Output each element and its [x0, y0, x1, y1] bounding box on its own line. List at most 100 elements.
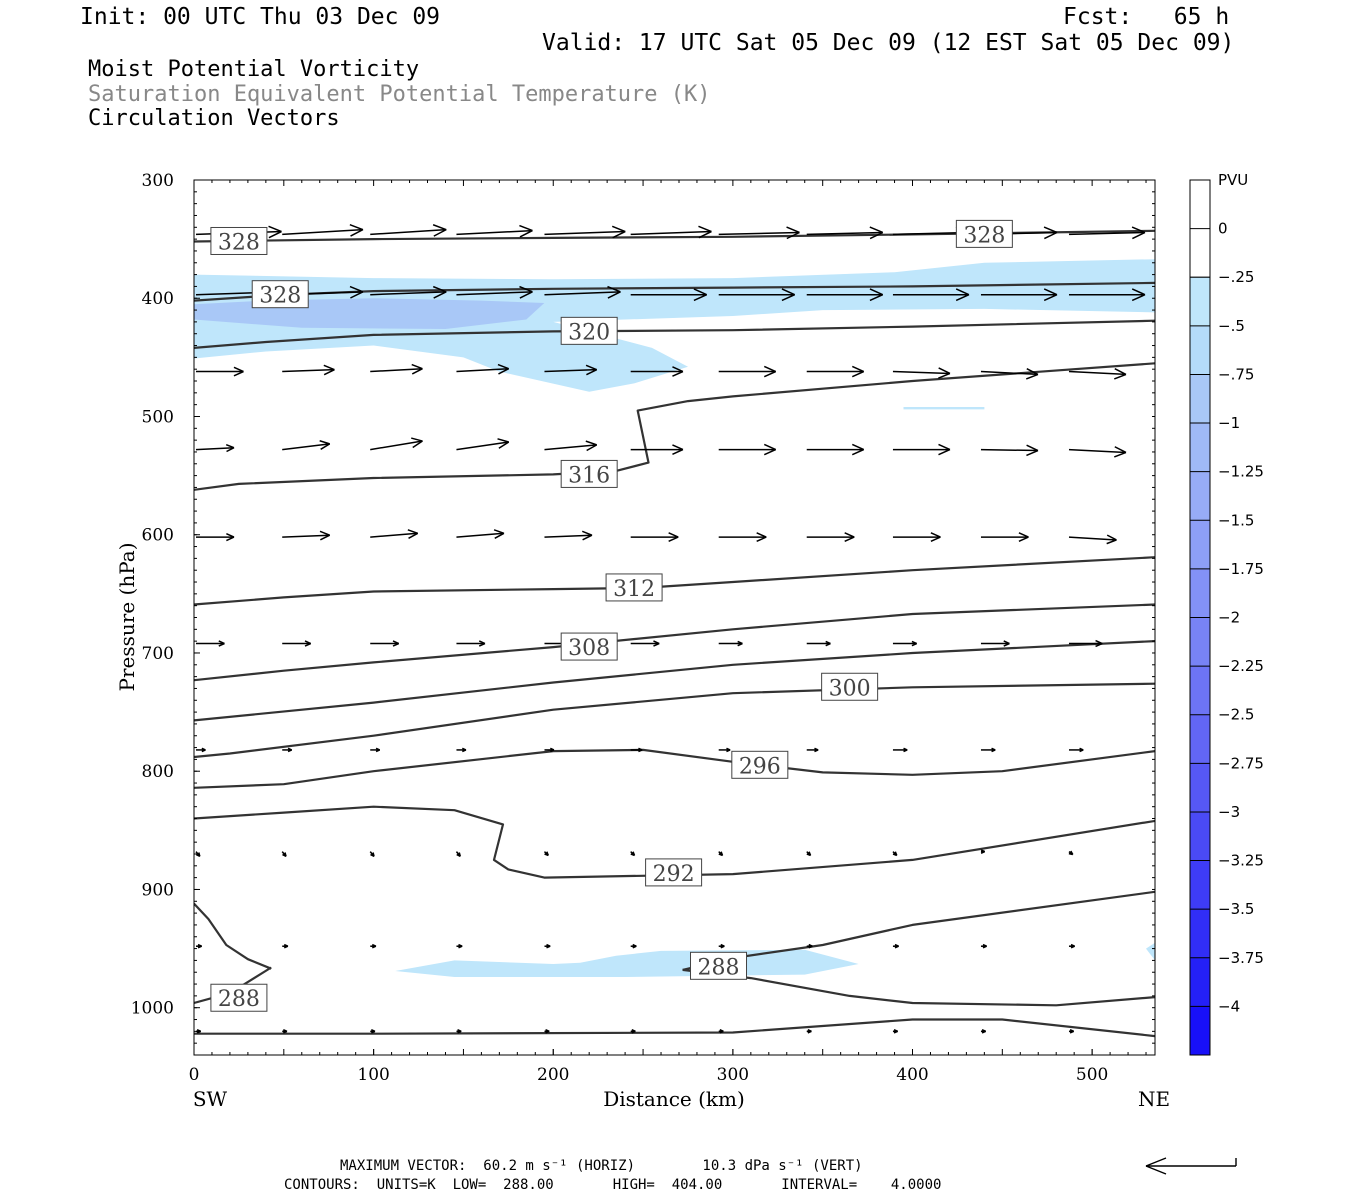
colorbar-cell	[1190, 568, 1210, 618]
vector-arrow	[630, 640, 660, 647]
y-tick-label: 300	[142, 171, 174, 191]
vector-arrow	[196, 640, 225, 647]
colorbar-unit: PVU	[1218, 171, 1248, 189]
vector-arrow	[1068, 368, 1127, 380]
vector-arrow	[1068, 943, 1075, 949]
vector-arrow	[456, 640, 486, 647]
x-tick-label: 300	[717, 1065, 749, 1085]
contour-288	[194, 902, 272, 970]
vector-arrow	[630, 288, 708, 302]
contour-328	[194, 229, 1155, 243]
vector-arrow	[543, 851, 549, 857]
vector-arrow	[718, 226, 800, 240]
contour-label-328: 328	[955, 219, 1013, 248]
contour-284	[194, 1018, 1155, 1038]
vector-arrow	[370, 640, 400, 647]
vector-arrow	[282, 530, 331, 541]
vector-arrow	[892, 747, 908, 753]
vector-arrow	[282, 747, 293, 753]
svg-text:312: 312	[613, 577, 655, 602]
vector-arrow	[456, 943, 463, 949]
svg-text:288: 288	[218, 987, 260, 1012]
svg-text:316: 316	[568, 463, 610, 488]
vector-arrow	[718, 532, 767, 543]
colorbar-cell	[1190, 1006, 1210, 1055]
colorbar-label: −3.5	[1218, 900, 1254, 918]
vector-arrow	[370, 529, 419, 539]
colorbar-label: −1.5	[1218, 511, 1254, 529]
vector-arrow	[630, 943, 637, 949]
vector-arrow	[718, 365, 777, 378]
svg-text:328: 328	[259, 284, 301, 309]
svg-text:288: 288	[698, 955, 740, 980]
vector-arrow	[806, 943, 813, 949]
colorbar-frame	[1189, 179, 1211, 1056]
contour-316	[194, 362, 1155, 491]
contour-308	[194, 603, 1155, 682]
vector-arrow	[892, 443, 951, 456]
vector-arrow	[455, 851, 461, 858]
sw-label: SW	[193, 1087, 228, 1111]
svg-text:292: 292	[653, 862, 695, 887]
field-theta-es: Saturation Equivalent Potential Temperat…	[88, 82, 711, 107]
vector-arrow	[369, 851, 375, 858]
vector-arrow	[1068, 446, 1127, 458]
vector-arrow	[456, 1029, 462, 1034]
contour-296	[194, 748, 1155, 789]
vector-arrow	[544, 530, 593, 541]
colorbar-label: −1.75	[1218, 560, 1264, 578]
vector-arrow	[370, 437, 423, 451]
y-tick-label: 700	[142, 644, 174, 664]
colorbar-cell	[1190, 860, 1210, 910]
vector-arrow	[544, 943, 551, 949]
colorbar-label: −3	[1218, 803, 1240, 821]
vector-arrow	[544, 1029, 550, 1034]
colorbar-label: −1	[1218, 414, 1240, 432]
ne-label: NE	[1138, 1087, 1170, 1111]
vector-arrow	[806, 288, 884, 302]
vector-arrow	[630, 366, 684, 377]
vector-arrow	[892, 288, 970, 302]
vector-arrow	[370, 943, 377, 949]
contour-label-292: 292	[645, 858, 703, 887]
colorbar-cell	[1190, 666, 1210, 715]
vector-arrow	[195, 443, 235, 453]
x-tick-label: 100	[357, 1065, 389, 1085]
axes: 0 100 200 300 400 500 300 400 500 600 700 800 900 100…	[131, 171, 1155, 1085]
contour-label-320: 320	[560, 316, 618, 345]
vector-arrow	[630, 532, 679, 543]
vector-arrow	[196, 533, 235, 542]
vector-arrow	[456, 285, 533, 299]
valid-time: Valid: 17 UTC Sat 05 Dec 09 (12 EST Sat …	[542, 30, 1235, 56]
contour-312	[194, 556, 1155, 606]
vector-arrow	[1068, 288, 1146, 302]
vector-arrow	[980, 444, 1039, 457]
colorbar-label: −1.25	[1218, 463, 1264, 481]
contour-labels: 328 328 328 320 316 312 308 300 296 292 288 288	[210, 219, 1013, 1012]
vector-arrow	[282, 440, 331, 451]
vector-arrow	[1068, 639, 1103, 648]
mpv-region-3	[395, 949, 859, 977]
vector-arrow	[196, 747, 206, 753]
vector-arrow	[370, 285, 447, 299]
vector-arrow	[806, 1029, 812, 1034]
colorbar-label: −3.25	[1218, 852, 1264, 870]
vector-arrow	[282, 1029, 288, 1034]
mpv-region-2	[903, 407, 985, 410]
vector-arrow	[1068, 1029, 1075, 1034]
vector-arrow	[718, 747, 731, 753]
init-time: Init: 00 UTC Thu 03 Dec 09	[80, 4, 441, 30]
colorbar-cell	[1190, 957, 1210, 1007]
vector-arrow	[806, 747, 819, 753]
contour-label-312: 312	[605, 573, 663, 602]
colorbar-cell	[1190, 909, 1210, 958]
vector-arrow	[980, 849, 986, 854]
vector-arrow	[370, 747, 381, 753]
contour-label-288: 288	[210, 983, 268, 1012]
colorbar-cell	[1190, 811, 1210, 861]
colorbar: PVU 0 −.25 −.5 −.75 −1 −1.25 −1.5 −1.75 −2 −2.25 −2…	[1189, 171, 1264, 1056]
forecast-hour: Fcst: 65 h	[1063, 4, 1230, 30]
colorbar-cell	[1190, 423, 1210, 472]
max-vector-note: MAXIMUM VECTOR: 60.2 m s⁻¹ (HORIZ) 10.3 …	[340, 1158, 863, 1174]
colorbar-cell	[1190, 471, 1210, 521]
